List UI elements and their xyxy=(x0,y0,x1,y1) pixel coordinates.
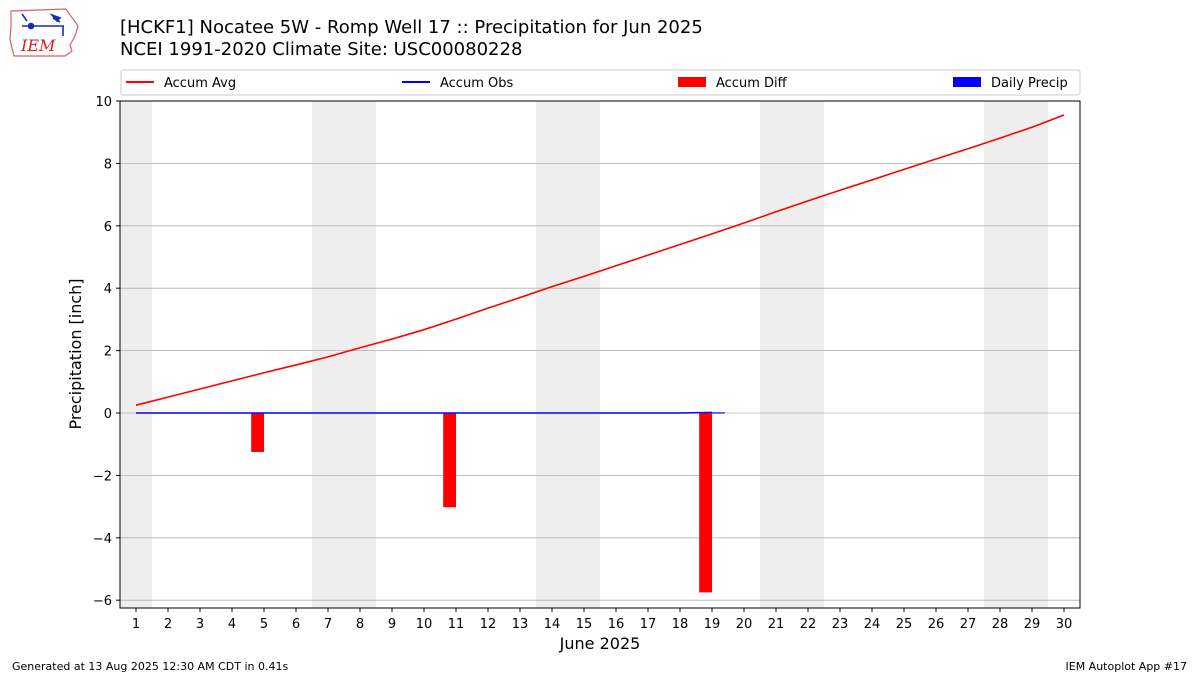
x-tick-label: 19 xyxy=(704,617,721,632)
x-tick-label: 12 xyxy=(480,617,497,632)
x-tick-label: 24 xyxy=(864,617,881,632)
x-tick-label: 1 xyxy=(132,617,140,632)
accum-obs-line xyxy=(136,411,713,414)
x-tick-label: 3 xyxy=(196,617,204,632)
legend-label-daily-precip: Daily Precip xyxy=(991,76,1068,91)
x-tick-label: 11 xyxy=(448,617,465,632)
x-tick-label: 30 xyxy=(1056,617,1073,632)
x-tick-label: 16 xyxy=(608,617,625,632)
x-tick-label: 23 xyxy=(832,617,849,632)
y-tick-label: −4 xyxy=(93,532,112,547)
generated-timestamp: Generated at 13 Aug 2025 12:30 AM CDT in… xyxy=(12,660,289,673)
plot-frame xyxy=(119,100,1081,609)
y-tick-label: 0 xyxy=(104,407,112,422)
legend-swatch-accum-diff xyxy=(678,77,706,87)
y-tick-label: 8 xyxy=(104,157,112,172)
accum-diff-bar xyxy=(699,413,712,593)
accum-avg-line xyxy=(135,114,1065,406)
weather-station-icon xyxy=(21,13,64,36)
y-tick-label: 6 xyxy=(104,220,112,235)
y-tick-label: 10 xyxy=(95,95,112,110)
weekend-shading xyxy=(120,101,1048,608)
x-axis-label: June 2025 xyxy=(559,634,641,653)
accum-diff-bar xyxy=(251,413,264,452)
daily-precip-bar xyxy=(712,412,725,414)
y-axis-label: Precipitation [inch] xyxy=(66,278,85,429)
legend-frame xyxy=(120,69,1081,96)
bar-marks xyxy=(251,412,725,593)
chart-title: [HCKF1] Nocatee 5W - Romp Well 17 :: Pre… xyxy=(120,17,703,38)
x-tick-label: 21 xyxy=(768,617,785,632)
x-tick-label: 26 xyxy=(928,617,945,632)
x-tick-label: 2 xyxy=(164,617,172,632)
legend: Accum Avg Accum Obs Accum Diff Daily Precip xyxy=(120,69,1081,96)
line-marks xyxy=(135,114,1065,414)
logo-text: IEM xyxy=(20,36,56,55)
iem-logo: IEM xyxy=(9,8,79,57)
x-tick-label: 28 xyxy=(992,617,1009,632)
weekend-shade-band xyxy=(984,101,1048,608)
x-tick-label: 14 xyxy=(544,617,561,632)
x-tick-label: 20 xyxy=(736,617,753,632)
x-tick-label: 5 xyxy=(260,617,268,632)
x-tick-label: 10 xyxy=(416,617,433,632)
x-tick-label: 13 xyxy=(512,617,529,632)
legend-swatch-daily-precip xyxy=(953,77,981,87)
x-tick-label: 17 xyxy=(640,617,657,632)
weekend-shade-band xyxy=(536,101,600,608)
iowa-state-outline xyxy=(9,8,79,57)
accum-diff-bar xyxy=(443,413,456,508)
x-tick-label: 18 xyxy=(672,617,689,632)
weekend-shade-band xyxy=(760,101,824,608)
y-tick-label: 2 xyxy=(104,345,112,360)
weekend-shade-band xyxy=(312,101,376,608)
x-tick-label: 7 xyxy=(324,617,332,632)
legend-label-accum-avg: Accum Avg xyxy=(164,76,236,91)
x-tick-label: 8 xyxy=(356,617,364,632)
x-tick-label: 6 xyxy=(292,617,300,632)
x-tick-label: 9 xyxy=(388,617,396,632)
y-tick-label: −6 xyxy=(93,594,112,609)
y-tick-label: 4 xyxy=(104,282,112,297)
app-credit: IEM Autoplot App #17 xyxy=(1065,660,1188,673)
legend-label-accum-diff: Accum Diff xyxy=(716,76,788,91)
x-tick-label: 15 xyxy=(576,617,593,632)
chart-subtitle: NCEI 1991-2020 Climate Site: USC00080228 xyxy=(120,39,523,60)
legend-label-accum-obs: Accum Obs xyxy=(440,76,513,91)
x-tick-label: 27 xyxy=(960,617,977,632)
x-tick-label: 25 xyxy=(896,617,913,632)
x-tick-label: 29 xyxy=(1024,617,1041,632)
x-tick-label: 22 xyxy=(800,617,817,632)
weekend-shade-band xyxy=(120,101,152,608)
x-tick-label: 4 xyxy=(228,617,236,632)
y-tick-label: −2 xyxy=(93,469,112,484)
